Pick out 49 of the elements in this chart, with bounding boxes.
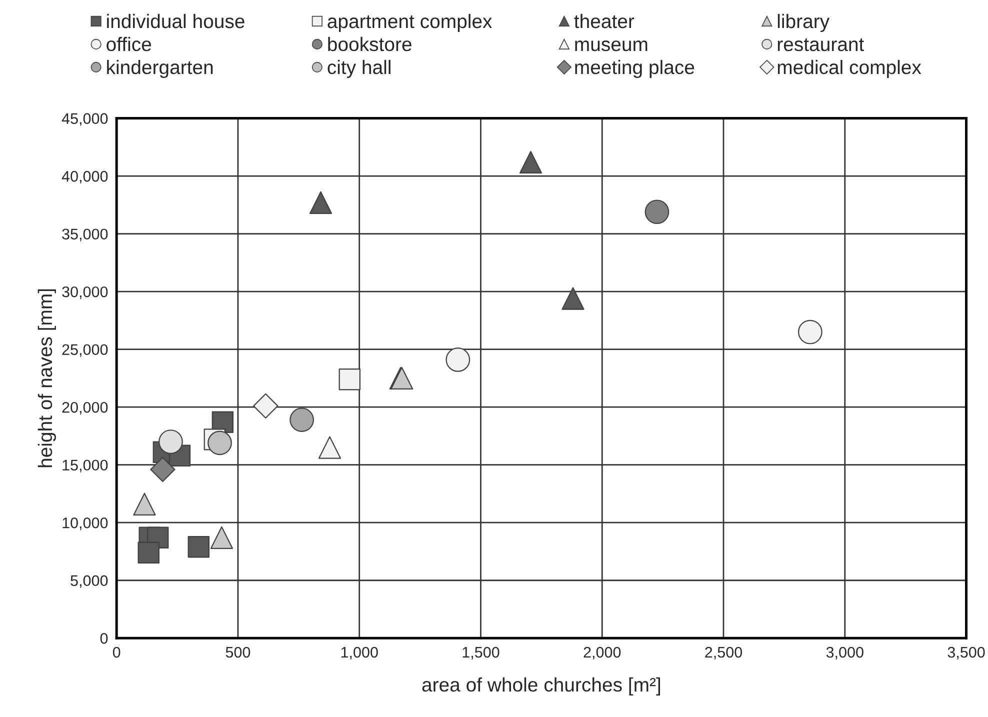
x-axis-title: area of whole churches [m²] xyxy=(422,677,660,696)
x-tick-label: 2,000 xyxy=(584,646,621,660)
x-tick-label: 1,500 xyxy=(462,646,500,660)
point xyxy=(338,368,360,390)
point xyxy=(798,320,822,344)
y-tick-label: 20,000 xyxy=(62,402,108,415)
legend-label: library xyxy=(778,14,830,32)
point xyxy=(290,408,314,432)
point xyxy=(138,542,160,564)
legend-label: medical complex xyxy=(778,60,922,78)
x-tick-label: 500 xyxy=(226,646,250,658)
point xyxy=(562,287,584,310)
y-tick-label: 15,000 xyxy=(62,460,108,472)
point xyxy=(158,430,183,454)
legend-label: apartment complex xyxy=(328,14,492,32)
point xyxy=(253,393,278,419)
legend-label: theater xyxy=(574,14,634,28)
legend-label: individual house xyxy=(107,14,244,28)
point xyxy=(210,526,234,549)
point xyxy=(133,492,156,516)
y-tick-label: 0 xyxy=(100,633,108,644)
legend-label: museum xyxy=(575,40,648,52)
x-tick-label: 2,500 xyxy=(705,646,742,660)
y-tick-label: 40,000 xyxy=(62,170,108,184)
legend-label: restaurant xyxy=(778,38,864,52)
y-axis-title: height of naves [mm] xyxy=(38,289,56,468)
x-tick-label: 3,000 xyxy=(826,646,864,660)
legend-label: office xyxy=(106,36,152,52)
legend-label: bookstore xyxy=(328,36,412,52)
y-tick-label: 5,000 xyxy=(70,575,108,588)
point xyxy=(150,456,176,482)
point xyxy=(644,200,670,224)
point xyxy=(446,348,470,372)
point xyxy=(208,430,232,456)
x-tick-label: 0 xyxy=(112,646,120,658)
y-tick-label: 30,000 xyxy=(62,286,108,300)
legend-label: city hall xyxy=(328,60,390,78)
y-tick-label: 25,000 xyxy=(62,344,108,357)
legend-label: meeting place xyxy=(575,60,694,78)
y-tick-label: 35,000 xyxy=(62,228,108,242)
x-tick-label: 1,000 xyxy=(341,646,378,660)
point xyxy=(519,150,542,174)
y-tick-label: 45,000 xyxy=(62,113,108,126)
x-tick-label: 3,500 xyxy=(948,646,985,660)
point xyxy=(318,436,342,459)
y-tick-label: 10,000 xyxy=(62,517,108,530)
point xyxy=(188,536,210,558)
legend-label: kindergarten xyxy=(107,60,213,78)
point xyxy=(309,191,332,214)
